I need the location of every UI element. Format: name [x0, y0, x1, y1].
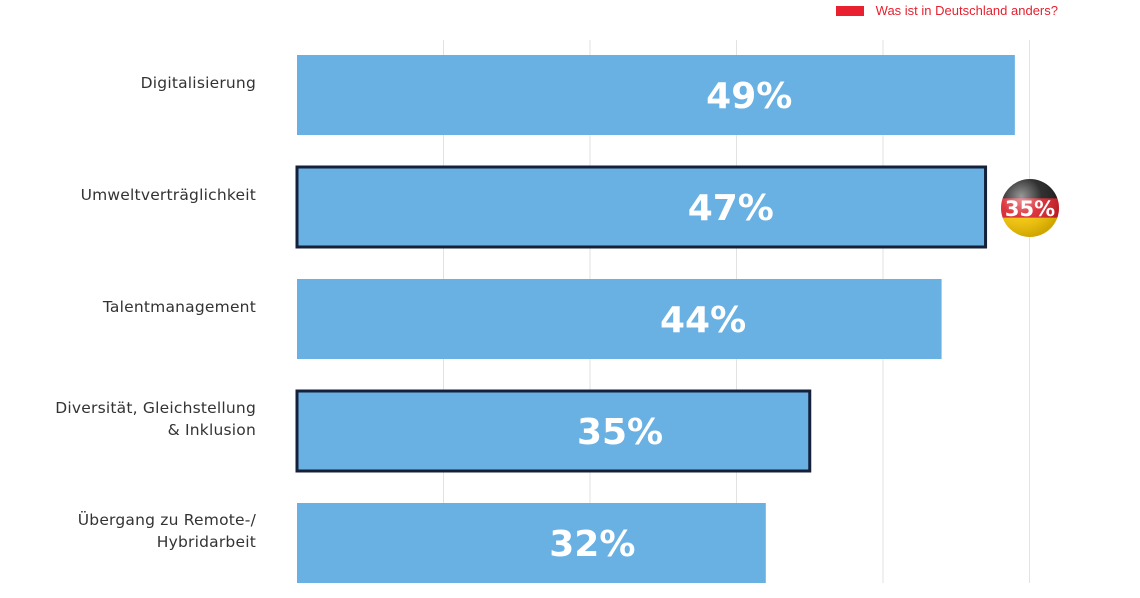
category-label: Talentmanagement — [0, 296, 256, 318]
legend-swatch — [835, 5, 864, 16]
category-label-line: Übergang zu Remote-/ — [77, 511, 256, 529]
bars: 49% 47% 44% 35% 32% — [295, 55, 1015, 583]
bar — [297, 503, 766, 583]
category-label: Übergang zu Remote-/ Hybridarbeit — [0, 509, 256, 553]
bar-value-label: 49% — [706, 76, 792, 117]
bar — [297, 55, 1015, 135]
category-label: Diversität, Gleichstellung & Inklusion — [0, 397, 256, 441]
category-label-line: Talentmanagement — [102, 298, 256, 316]
category-label-line: Digitalisierung — [140, 74, 256, 92]
category-label-line: Diversität, Gleichstellung — [55, 399, 256, 417]
category-label: Digitalisierung — [0, 72, 256, 94]
germany-badge-label: 35% — [1005, 197, 1055, 221]
legend-label: Was ist in Deutschland anders? — [875, 3, 1058, 18]
category-label-line: Hybridarbeit — [156, 533, 256, 551]
category-label: Umweltverträglichkeit — [0, 184, 256, 206]
bar — [295, 389, 812, 473]
bar — [297, 279, 942, 359]
bar-value-label: 44% — [660, 300, 746, 341]
category-label-line: Umweltverträglichkeit — [80, 186, 256, 204]
category-label-line: & Inklusion — [167, 421, 256, 439]
germany-badge: 35% — [1001, 179, 1059, 237]
bar — [295, 165, 988, 249]
bar-value-label: 35% — [577, 412, 663, 453]
bar-value-label: 47% — [688, 188, 774, 229]
germany-badges: 35% — [1001, 179, 1059, 237]
bar-value-label: 32% — [549, 524, 635, 565]
legend: Was ist in Deutschland anders? — [835, 3, 1058, 18]
